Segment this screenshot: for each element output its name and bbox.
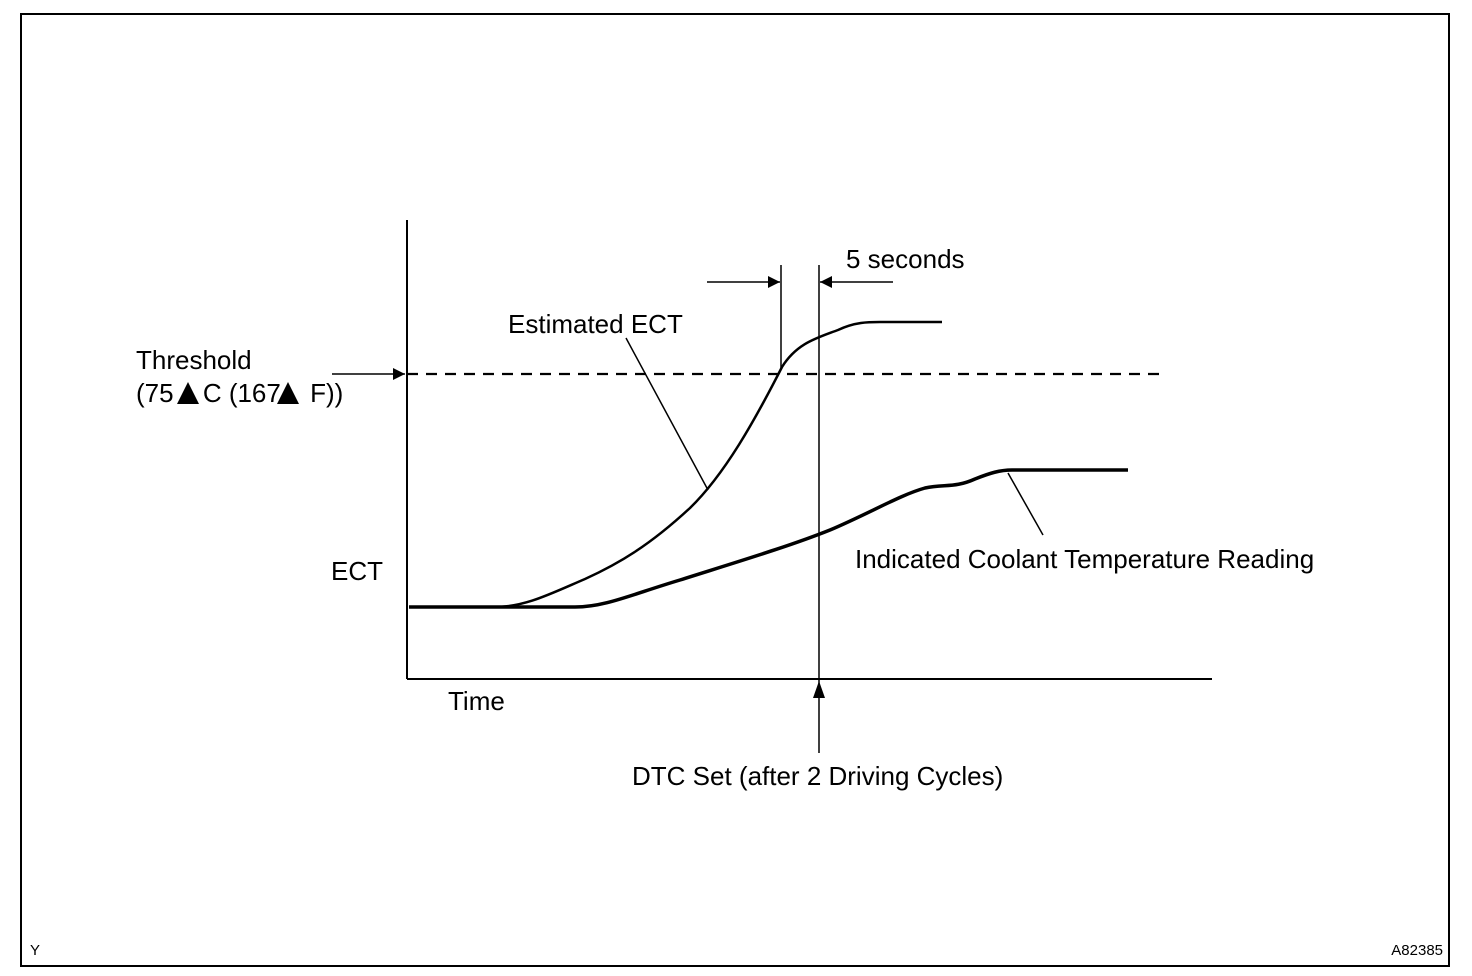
dtc-set-label: DTC Set (after 2 Driving Cycles) [632,761,1003,791]
time-axis-label: Time [448,686,505,716]
indicated-reading-leader [1007,472,1044,536]
indicated-coolant-temperature-label: Indicated Coolant Temperature Reading [855,544,1314,574]
estimated-ect-leader [625,337,709,491]
indicated-coolant-temperature-curve [409,468,1128,609]
threshold-value-celsius: (75 [136,378,174,408]
threshold-label: Threshold [136,345,252,375]
threshold-value: (75 C (167 F)) [136,378,343,408]
threshold-value-tail: F)) [310,378,343,408]
figure-id: A82385 [1391,942,1443,959]
threshold-value-fahrenheit: C (167 [203,378,281,408]
filled-triangle-icon [177,382,199,404]
outer-frame [20,13,1450,967]
estimated-ect-label: Estimated ECT [508,309,683,339]
dtc-arrowhead [813,681,825,698]
filled-triangle-icon [277,382,299,404]
ect-axis-label: ECT [331,556,383,586]
five-seconds-label: 5 seconds [846,244,965,274]
corner-left-code: Y [30,942,40,959]
estimated-ect-curve [409,320,942,609]
